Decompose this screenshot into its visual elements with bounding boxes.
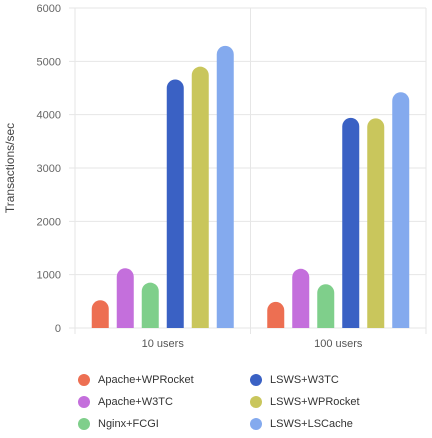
x-axis-labels: 10 users 100 users	[142, 338, 363, 350]
legend-swatch	[250, 418, 262, 430]
y-axis-ticks: 0 1000 2000 3000 4000 5000 6000	[37, 3, 61, 335]
legend-swatch	[78, 418, 90, 430]
legend-label: Nginx+FCGI	[98, 418, 159, 430]
bar-nginx-fcgi-0	[141, 282, 159, 328]
y-axis-title: Transactions/sec	[3, 123, 17, 213]
bar-lsws-w3tc-1	[342, 117, 360, 328]
legend: Apache+WPRocket Apache+W3TC Nginx+FCGI LSWS…	[78, 372, 408, 436]
y-tick-label: 3000	[37, 163, 61, 175]
x-tick-label: 100 users	[314, 338, 363, 350]
legend-swatch	[78, 374, 90, 386]
legend-label: Apache+W3TC	[98, 396, 173, 408]
bar-apache-w3tc-1	[292, 268, 310, 328]
legend-item[interactable]: Nginx+FCGI	[78, 416, 159, 432]
legend-swatch	[250, 374, 262, 386]
legend-swatch	[250, 396, 262, 408]
legend-label: LSWS+WPRocket	[270, 396, 360, 408]
y-tick-label: 2000	[37, 216, 61, 228]
legend-label: LSWS+W3TC	[270, 374, 339, 386]
bar-lsws-lscache-1	[392, 92, 410, 329]
legend-label: Apache+WPRocket	[98, 374, 194, 386]
y-tick-label: 4000	[37, 110, 61, 122]
bar-apache-w3tc-0	[116, 268, 134, 328]
y-tick-label: 0	[55, 323, 61, 335]
legend-item[interactable]: Apache+WPRocket	[78, 372, 194, 388]
bar-apache-wprocket-0	[91, 300, 109, 328]
bar-chart: 0 1000 2000 3000 4000 5000 6000 10 users 100 us…	[3, 3, 427, 350]
y-tick-label: 5000	[37, 56, 61, 68]
legend-item[interactable]: LSWS+LSCache	[250, 416, 353, 432]
bars	[91, 45, 410, 329]
legend-item[interactable]: Apache+W3TC	[78, 394, 173, 410]
x-tick-label: 10 users	[142, 338, 185, 350]
bar-lsws-lscache-0	[216, 45, 234, 328]
bar-nginx-fcgi-1	[317, 284, 335, 328]
legend-swatch	[78, 396, 90, 408]
y-tick-label: 6000	[37, 3, 61, 15]
y-tick-label: 1000	[37, 270, 61, 282]
legend-label: LSWS+LSCache	[270, 418, 353, 430]
legend-item[interactable]: LSWS+WPRocket	[250, 394, 360, 410]
bar-lsws-wprocket-1	[367, 118, 385, 329]
bar-apache-wprocket-1	[267, 301, 285, 328]
legend-item[interactable]: LSWS+W3TC	[250, 372, 339, 388]
bar-lsws-wprocket-0	[191, 66, 209, 329]
bar-lsws-w3tc-0	[166, 79, 184, 328]
